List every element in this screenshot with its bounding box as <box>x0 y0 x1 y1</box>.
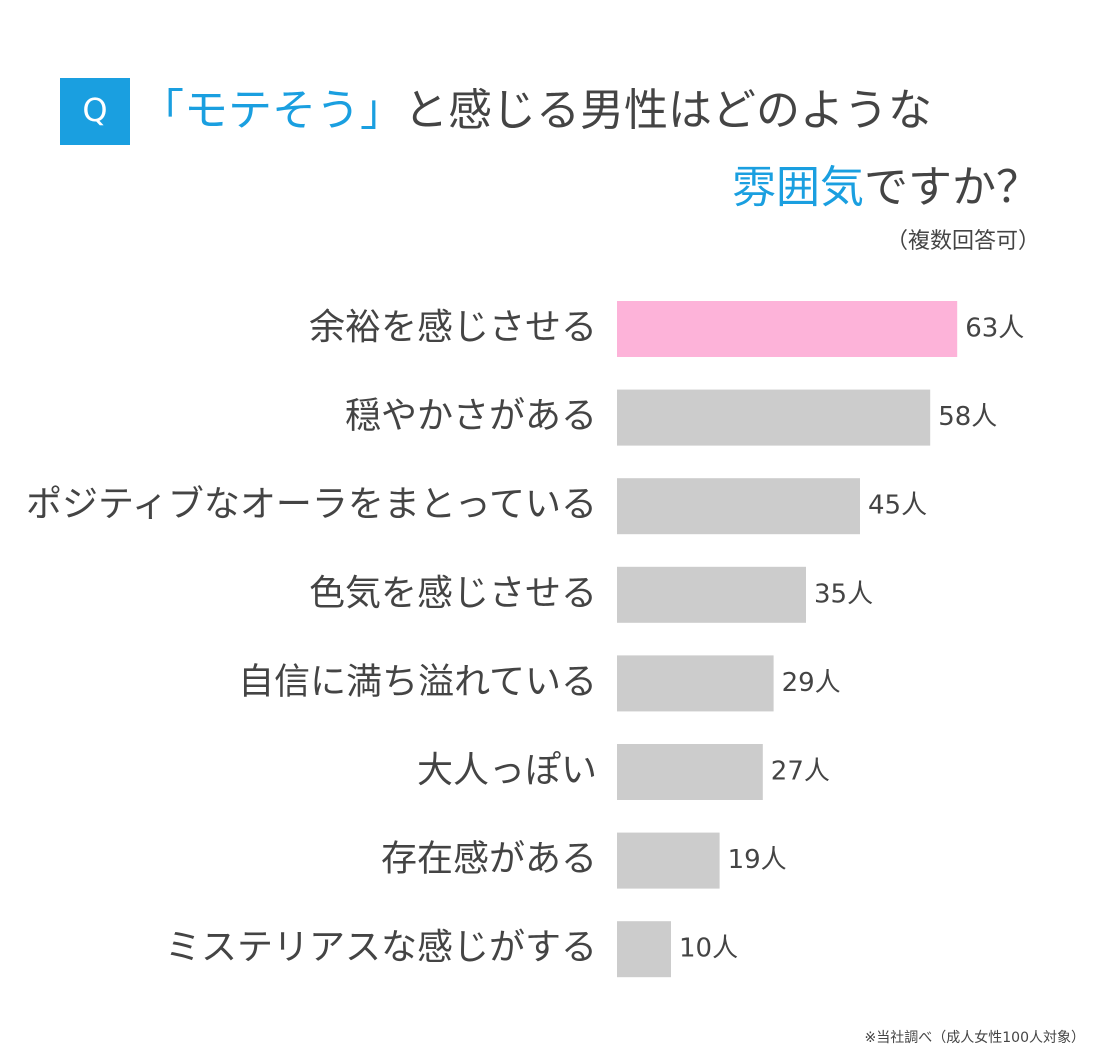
category-label: ポジティブなオーラをまとっている <box>26 484 597 525</box>
category-label: ミステリアスな感じがする <box>165 927 597 968</box>
bar <box>617 832 720 889</box>
category-label: 穏やかさがある <box>345 396 597 437</box>
chart-title-line2: 雰囲気ですか？ <box>732 162 1040 213</box>
bar <box>617 389 931 446</box>
title-highlight: 雰囲気 <box>732 162 864 213</box>
chart-title: 「モテそう」と感じる男性はどのような <box>140 85 932 136</box>
bar <box>617 301 958 357</box>
category-label: 色気を感じさせる <box>309 573 597 614</box>
bar <box>617 921 671 978</box>
bar <box>617 478 860 535</box>
value-label: 29人 <box>782 668 841 698</box>
subtitle: （複数回答可） <box>886 229 1040 254</box>
bar <box>617 566 806 623</box>
badge-box <box>60 78 130 145</box>
category-label: 大人っぽい <box>417 750 597 791</box>
bar <box>617 744 763 800</box>
value-label: 45人 <box>868 491 927 521</box>
footnote: ※当社調べ（成人女性100人対象） <box>865 1029 1085 1046</box>
value-label: 10人 <box>679 934 738 964</box>
category-label: 余裕を感じさせる <box>309 307 597 348</box>
title-text: ですか？ <box>864 162 1040 213</box>
category-label: 自信に満ち溢れている <box>238 661 597 702</box>
title-highlight: 「モテそう」 <box>140 85 404 136</box>
value-label: 35人 <box>814 579 873 609</box>
category-label: 存在感がある <box>381 839 597 880</box>
badge: Q <box>82 91 107 129</box>
title-text: と感じる男性はどのような <box>404 85 932 136</box>
value-label: 27人 <box>771 757 830 787</box>
value-label: 63人 <box>965 314 1024 344</box>
value-label: 19人 <box>728 845 787 875</box>
value-label: 58人 <box>938 402 997 432</box>
bar <box>617 655 774 712</box>
